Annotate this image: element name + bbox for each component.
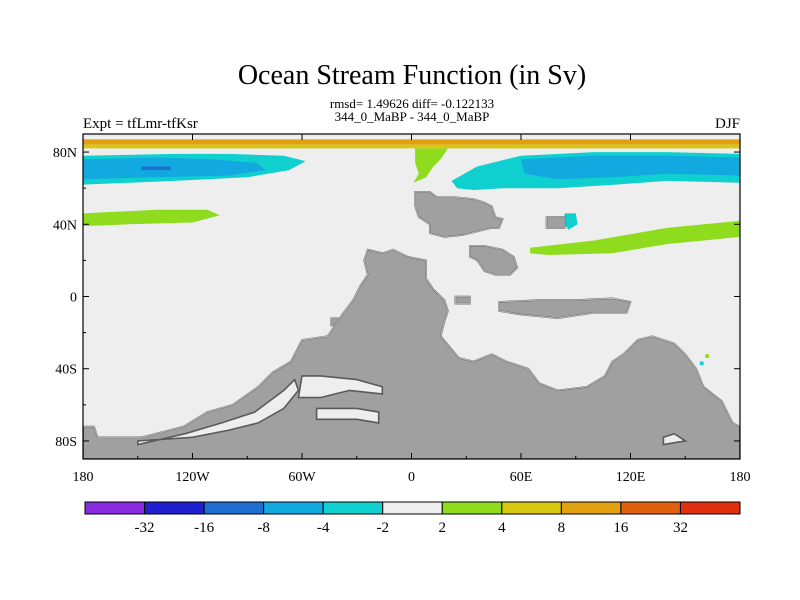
colorbar-swatch xyxy=(560,501,622,515)
ocean-inlet-upper xyxy=(297,375,384,399)
colorbar-swatch xyxy=(322,501,384,515)
colorbar-swatch xyxy=(620,501,681,515)
colorbar: -32 -16 -8 -4 -2 2 4 8 16 32 xyxy=(84,501,741,536)
chart-right-label: DJF xyxy=(715,116,740,132)
colorbar-swatch xyxy=(679,501,741,515)
x-tick-label: 180 xyxy=(73,470,94,485)
colorbar-label: -4 xyxy=(317,520,330,536)
colorbar-label: -2 xyxy=(376,520,389,536)
colorbar-label: -32 xyxy=(135,520,155,536)
colorbar-label: -8 xyxy=(257,520,270,536)
colorbar-label: 4 xyxy=(498,520,506,536)
contour-cyan-patch-atlantic xyxy=(563,213,578,230)
colorbar-label: 32 xyxy=(673,520,688,536)
x-tick-label: 120E xyxy=(616,470,646,485)
colorbar-swatch xyxy=(84,501,146,515)
ocean-inlet-east xyxy=(662,432,688,446)
land-main-continent-edge xyxy=(83,249,740,459)
land-islet-north xyxy=(545,216,566,229)
colorbar-label: -16 xyxy=(194,520,214,536)
x-tick-label: 120W xyxy=(175,470,210,485)
colorbar-swatch xyxy=(501,501,562,515)
x-tick-label: 0 xyxy=(408,470,415,485)
land-northern-block-edge xyxy=(414,191,504,238)
ocean-inlet-middle xyxy=(315,407,380,424)
contour-green-strait xyxy=(413,148,448,183)
land-islet-equator xyxy=(454,295,471,305)
y-tick-label: 40S xyxy=(55,363,77,378)
y-tick-label: 40N xyxy=(53,218,77,233)
ocean-inlet-long xyxy=(137,378,300,446)
y-tick-label: 80N xyxy=(53,146,77,161)
land-equatorial-strip-edge xyxy=(498,297,632,319)
colorbar-swatch xyxy=(382,501,443,515)
chart-subtitle-line2: 344_0_MaBP - 344_0_MaBP xyxy=(335,109,490,124)
chart-title: Ocean Stream Function (in Sv) xyxy=(238,60,586,91)
colorbar-label: 2 xyxy=(439,520,447,536)
x-tick-label: 60W xyxy=(288,470,316,485)
colorbar-swatch xyxy=(441,501,503,515)
colorbar-label: 8 xyxy=(558,520,566,536)
x-tick-label: 180 xyxy=(730,470,751,485)
land-islet-north-edge xyxy=(546,216,566,229)
y-tick-label: 0 xyxy=(70,291,77,306)
y-tick-label: 80S xyxy=(55,435,77,450)
contour-green-north-atlantic xyxy=(530,220,740,255)
contour-green-dot-south xyxy=(705,354,709,358)
contour-band-north-edge-yellow xyxy=(83,144,740,149)
land-islet-equator-edge xyxy=(454,296,471,305)
colorbar-swatch xyxy=(263,501,324,515)
contour-blue-north-atlantic xyxy=(521,155,740,180)
chart-subtitle-line1: rmsd= 1.49626 diff= -0.122133 xyxy=(330,96,494,111)
colorbar-swatch xyxy=(144,501,205,515)
land-middle-strip-edge xyxy=(469,245,518,276)
x-tick-label: 60E xyxy=(510,470,533,485)
contour-deep-blue-north-pacific xyxy=(141,166,171,171)
colorbar-swatch xyxy=(203,501,265,515)
contour-green-north-pacific xyxy=(83,209,220,227)
contour-cyan-dot-south xyxy=(699,361,704,366)
colorbar-label: 16 xyxy=(613,520,629,536)
map-plot-area xyxy=(83,134,740,459)
chart-left-label: Expt = tfLmr-tfKsr xyxy=(83,116,198,132)
contour-blue-north-pacific xyxy=(83,157,266,180)
map-axes: 180 120W 60W 0 60E 120E 180 80N 40N 0 40S 80S xyxy=(53,133,751,485)
contour-band-north-edge-orange xyxy=(83,139,740,145)
